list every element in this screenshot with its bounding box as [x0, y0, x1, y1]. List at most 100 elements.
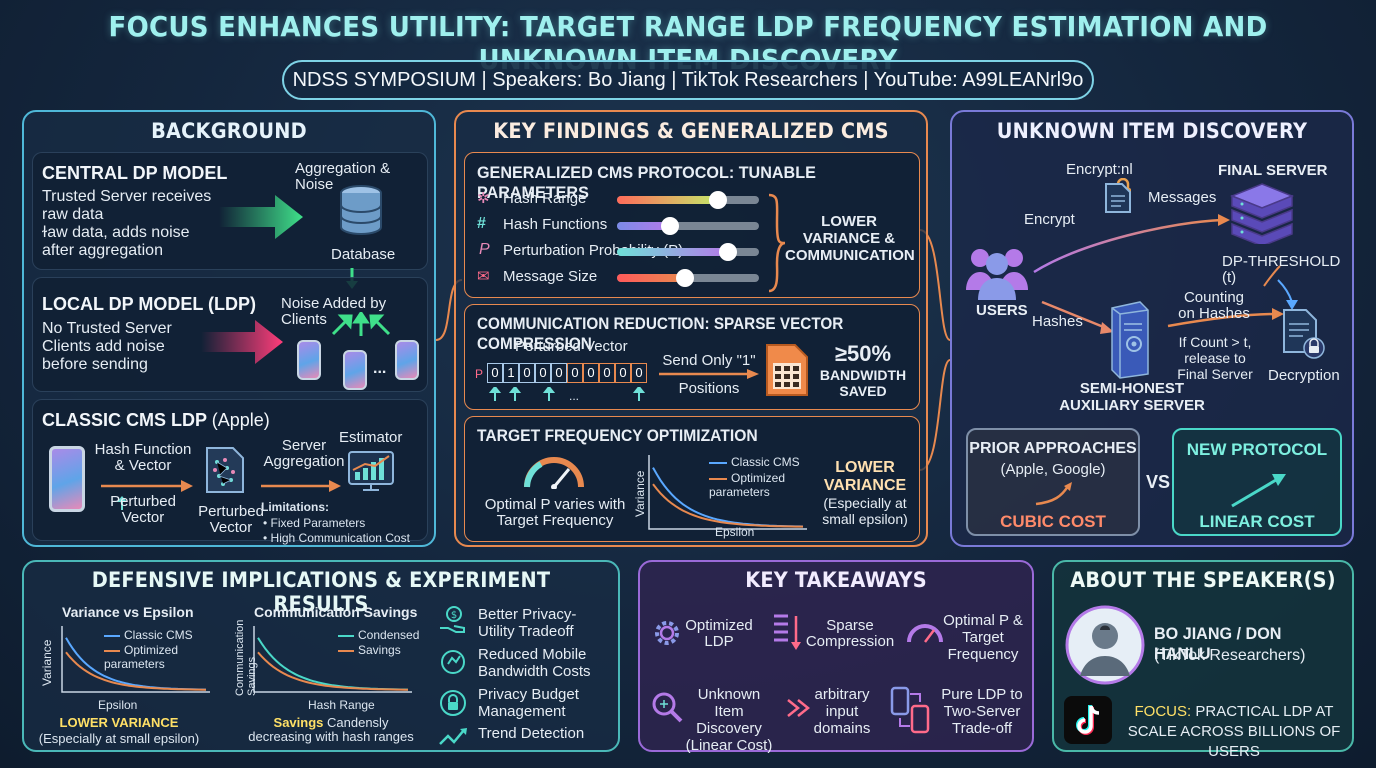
- database-label: Database: [331, 246, 396, 263]
- local-dp-line-3: before sending: [42, 356, 148, 373]
- chart2-legend-1: Condensed: [338, 628, 419, 642]
- noise-arrows-icon: [331, 312, 391, 336]
- chart-axes: [61, 626, 210, 693]
- variance-chart-marks: [648, 455, 807, 530]
- message-size-slider[interactable]: [617, 269, 759, 287]
- page-title: FOCUS ENHANCES UTILITY: TARGET RANGE LDP…: [108, 10, 1268, 76]
- aggregation-noise-label: Aggregation & Noise: [295, 160, 391, 193]
- gauge-caption: Optimal P varies with Target Frequency: [484, 496, 626, 529]
- estimator-label: Estimator: [339, 429, 403, 446]
- encrypt-label: Encrypt: [1024, 211, 1075, 228]
- legend-swatch-blue: [104, 634, 120, 637]
- hash-functions-slider[interactable]: [617, 217, 759, 235]
- classic-cms-section: CLASSIC CMS LDP (Apple) Hash Function & …: [32, 399, 428, 545]
- hash-range-slider[interactable]: [617, 191, 759, 209]
- takeaway-item-3: Optimal P & Target Frequency: [943, 612, 1023, 663]
- users-label: USERS: [976, 302, 1028, 319]
- savings-chart-marks: [253, 626, 412, 693]
- series-line-optimized: [652, 483, 803, 528]
- prior-title: PRIOR APPROACHES: [969, 440, 1137, 457]
- chart-axes: [648, 455, 807, 530]
- chart1-legend-2: Optimized parameters: [104, 643, 194, 671]
- tunable-params-section: GENERALIZED CMS PROTOCOL: TUNABLE PARAME…: [464, 152, 920, 298]
- legend-text: Savings: [358, 643, 401, 657]
- linear-arrow-icon: [1231, 474, 1286, 508]
- slider-knob[interactable]: [660, 217, 679, 235]
- bit-cell: 0: [567, 363, 583, 383]
- key-takeaways-panel: KEY TAKEAWAYS Optimized LDP Sparse Compr…: [638, 560, 1034, 754]
- gear-icon: [655, 621, 679, 645]
- phone-icon-1: [297, 340, 321, 380]
- legend-text: Condensed: [358, 628, 420, 642]
- bit-cell: 0: [615, 363, 631, 383]
- final-server-icon: [1230, 183, 1294, 244]
- hash-function-label: Hash Function & Vector: [94, 441, 192, 474]
- speaker-focus: FOCUS: PRACTICAL LDP AT SCALE ACROSS BIL…: [1122, 702, 1346, 762]
- bandwidth-percent: ≥50%: [834, 341, 892, 366]
- communication-savings-chart: [253, 626, 412, 693]
- vector-document-icon: [206, 447, 244, 493]
- focus-label: FOCUS:: [1134, 703, 1192, 720]
- central-dp-heading: CENTRAL DP MODEL: [42, 163, 228, 183]
- chart2-xlabel: Hash Range: [308, 698, 375, 712]
- decryption-label: Decryption: [1268, 367, 1340, 384]
- local-dp-section: LOCAL DP MODEL (LDP) No Trusted Server C…: [32, 277, 428, 392]
- target-variance-chart: [648, 455, 807, 530]
- slider-fill: [617, 248, 728, 256]
- central-dp-section: CENTRAL DP MODEL Trusted Server receives…: [32, 152, 428, 270]
- defensive-title: DEFENSIVE IMPLICATIONS & EXPERIMENT RESU…: [91, 568, 551, 616]
- legend-text: Classic CMS: [124, 628, 193, 642]
- defensive-panel: DEFENSIVE IMPLICATIONS & EXPERIMENT RESU…: [22, 560, 620, 752]
- bit-cell: 0: [583, 363, 599, 383]
- pink-arrow-icon: [201, 320, 283, 364]
- final-server-label: FINAL SERVER: [1218, 162, 1328, 179]
- bit-cell: 0: [599, 363, 615, 383]
- chart2-title: Communication Savings: [254, 604, 418, 620]
- param-row-hash-range: ✲ Hash Range: [477, 189, 777, 211]
- bit-cell: 0: [487, 363, 503, 383]
- chart1-xlabel: Epsilon: [98, 698, 138, 712]
- param-label: Message Size: [503, 268, 598, 285]
- speaker-title: ABOUT THE SPEAKER(S): [1070, 568, 1336, 592]
- slider-knob[interactable]: [676, 269, 695, 287]
- slider-knob[interactable]: [708, 191, 727, 209]
- perturbed-vector-label-2: Perturbed Vector: [198, 503, 264, 536]
- legend-swatch-teal: [338, 634, 354, 637]
- chart2-legend-2: Savings: [338, 643, 401, 657]
- message-icon: ✉: [477, 268, 490, 285]
- small-up-arrow-icon: [117, 496, 127, 510]
- limitation-item-2: • High Communication Cost: [263, 531, 410, 545]
- cubic-curve-icon: [1035, 482, 1072, 506]
- limitation-item-2-text: High Communication Cost: [270, 531, 410, 545]
- compressed-file-icon: [766, 344, 808, 396]
- vs-label: VS: [1146, 472, 1171, 492]
- chart1-title: Variance vs Epsilon: [62, 604, 194, 620]
- classic-cms-heading: CLASSIC CMS LDP (Apple): [42, 410, 270, 431]
- chart-axes: [253, 626, 412, 693]
- chart2-caption-a: Savings: [273, 715, 324, 730]
- legend-swatch-orange: [104, 649, 120, 652]
- target-frequency-heading: TARGET FREQUENCY OPTIMIZATION: [477, 426, 758, 445]
- classic-cms-heading-suffix: (Apple): [211, 410, 270, 430]
- local-dp-line-1: No Trusted Server: [42, 320, 172, 337]
- local-dp-heading: LOCAL DP MODEL (LDP): [42, 294, 257, 314]
- slider-knob[interactable]: [718, 243, 737, 261]
- legend-text: Classic CMS: [731, 455, 800, 469]
- implication-item-1: Better Privacy-Utility Tradeoff: [478, 606, 577, 640]
- perturbation-slider[interactable]: [617, 243, 759, 261]
- limitations-title: Limitations:: [261, 500, 329, 514]
- vector-p-label: P: [475, 367, 484, 381]
- orange-arrow-icon-2: [261, 480, 341, 492]
- compression-icon: [774, 614, 801, 650]
- background-title: BACKGROUND: [151, 119, 307, 143]
- hashes-label: Hashes: [1032, 313, 1083, 330]
- chart2-ylabel: Communication Savings: [234, 619, 258, 696]
- gauge-icon: [524, 457, 584, 489]
- central-dp-line-4: after aggregation: [42, 242, 163, 259]
- hand-money-icon: $: [440, 606, 465, 633]
- chevron-right-icon: [787, 699, 810, 717]
- takeaway-item-4: Unknown Item Discovery (Linear Cost): [685, 686, 773, 754]
- speaker-name: BO JIANG / DON HANLU: [1154, 624, 1282, 663]
- central-dp-line-2: raw data: [42, 206, 104, 223]
- local-dp-line-2: Clients add noise: [42, 338, 165, 355]
